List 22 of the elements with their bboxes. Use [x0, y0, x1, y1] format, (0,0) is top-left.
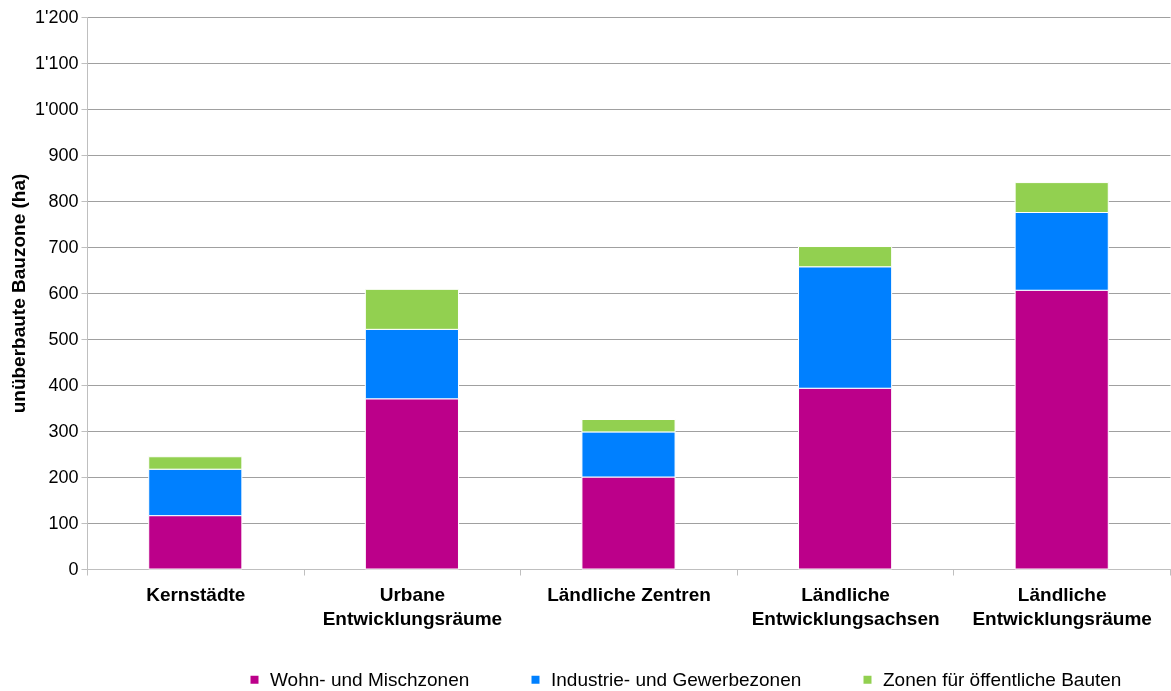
- y-tick-label: 200: [48, 466, 79, 487]
- y-tick-label: 1'000: [35, 98, 79, 119]
- y-tick-label: 500: [48, 328, 79, 349]
- legend-label: Wohn- und Mischzonen: [270, 668, 470, 690]
- y-axis-title: unüberbaute Bauzone (ha): [8, 173, 30, 414]
- y-tick-label: 1'200: [35, 6, 79, 27]
- legend-label: Industrie- und Gewerbezonen: [551, 668, 802, 690]
- x-tick-label: Kernstädte: [146, 583, 246, 605]
- y-tick-label: 0: [68, 558, 79, 579]
- legend-label: Zonen für öffentliche Bauten: [883, 668, 1122, 690]
- y-tick-label: 700: [48, 236, 79, 257]
- y-tick-label: 800: [48, 190, 79, 211]
- y-tick-label: 300: [48, 420, 79, 441]
- y-tick-label: 1'100: [35, 52, 79, 73]
- y-tick-label: 400: [48, 374, 79, 395]
- x-tick-label: Ländliche Entwicklungsräume: [972, 583, 1152, 629]
- y-tick-label: 100: [48, 512, 79, 533]
- x-tick-label: Ländliche Zentren: [547, 583, 711, 605]
- y-tick-label: 600: [48, 282, 79, 303]
- x-tick-label: Urbane Entwicklungsräume: [322, 583, 503, 629]
- y-tick-label: 900: [48, 144, 79, 165]
- x-tick-label: Ländliche Entwicklungsachsen: [751, 583, 940, 629]
